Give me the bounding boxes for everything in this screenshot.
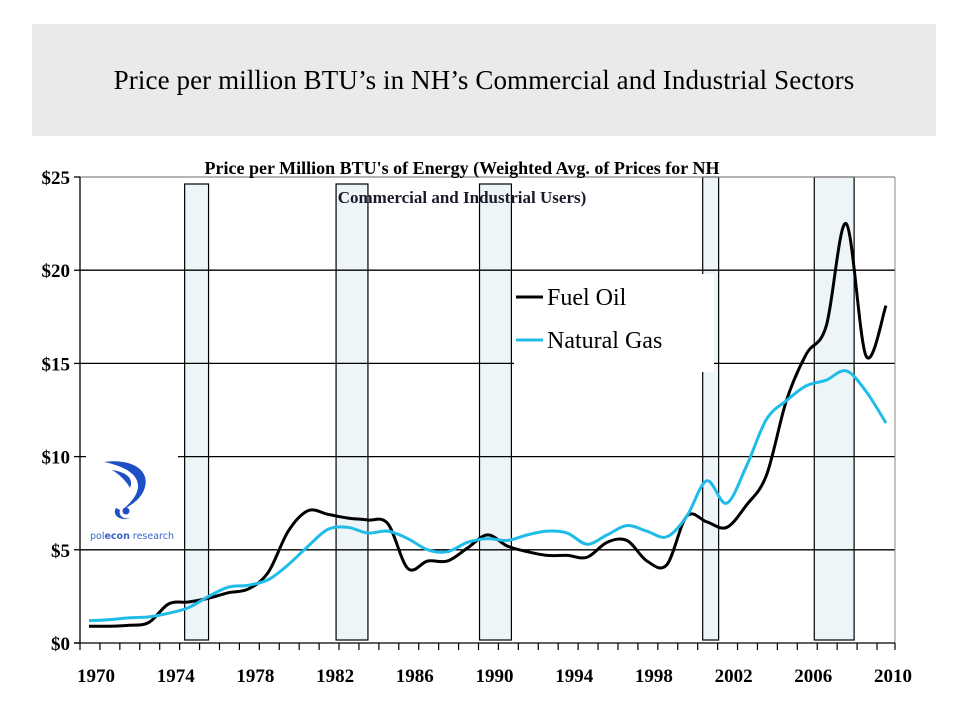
legend-label-fuel-oil: Fuel Oil (547, 285, 627, 311)
y-tick-label: $0 (51, 634, 70, 655)
shaded-period-5 (813, 176, 855, 641)
series-lines (88, 222, 888, 628)
logo-text: polecon research (90, 531, 174, 542)
y-tick-label: $15 (42, 354, 71, 375)
gridlines (80, 176, 895, 551)
x-tick-label: 2002 (715, 666, 753, 687)
x-tick-label: 1986 (396, 666, 434, 687)
x-tick-label: 1970 (77, 666, 115, 687)
x-tick-labels: 1970 1974 1978 1982 1986 1990 1994 1998 2002 2006… (77, 666, 912, 687)
shaded-period-1 (184, 183, 210, 641)
y-tick-labels: $0 $5 $10 $15 $20 $25 (42, 168, 71, 655)
x-tick-label: 1998 (635, 666, 673, 687)
legend: Fuel Oil Natural Gas (514, 274, 714, 372)
y-tick-label: $5 (51, 541, 70, 562)
x-tick-label: 1994 (555, 666, 594, 687)
shaded-period-3 (478, 183, 513, 641)
x-tick-label: 1978 (236, 666, 274, 687)
series-line-natural-gas (88, 369, 888, 623)
legend-background (514, 274, 714, 372)
x-tick-label: 2010 (874, 666, 912, 687)
shaded-period-4 (702, 176, 720, 641)
shaded-period-2 (335, 183, 369, 641)
y-tick-label: $20 (42, 261, 71, 282)
chart-subtitle: Commercial and Industrial Users) (338, 188, 587, 207)
x-tick-label: 1974 (157, 666, 196, 687)
axes (74, 176, 896, 650)
y-tick-label: $10 (42, 448, 71, 469)
slide-title: Price per million BTU’s in NH’s Commerci… (113, 64, 855, 95)
slide-title-box: Price per million BTU’s in NH’s Commerci… (32, 24, 936, 136)
x-tick-label: 2006 (794, 666, 832, 687)
polecon-logo: polecon research (86, 456, 178, 548)
x-tick-label: 1990 (476, 666, 514, 687)
y-tick-label: $25 (42, 168, 71, 189)
x-tick-label: 1982 (316, 666, 354, 687)
shaded-periods (184, 176, 855, 641)
polecon-swirl-icon (104, 461, 146, 520)
chart-title: Price per Million BTU's of Energy (Weigh… (205, 158, 720, 179)
legend-label-natural-gas: Natural Gas (547, 328, 662, 354)
